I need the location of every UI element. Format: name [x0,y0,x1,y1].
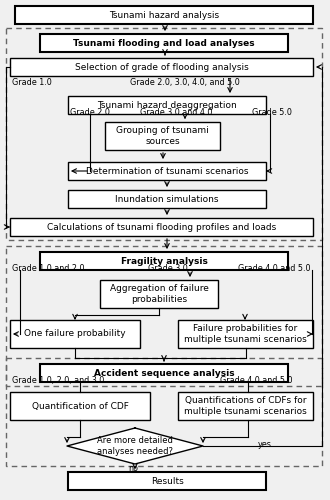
FancyBboxPatch shape [10,320,140,348]
Text: Accident sequence analysis: Accident sequence analysis [94,368,234,378]
Text: Aggregation of failure
probabilities: Aggregation of failure probabilities [110,284,209,304]
Text: Grade 2.0: Grade 2.0 [70,108,110,117]
Text: Are more detailed
analyses needed?: Are more detailed analyses needed? [97,436,173,456]
Text: Tsunami hazard analysis: Tsunami hazard analysis [109,10,219,20]
FancyBboxPatch shape [68,190,266,208]
FancyBboxPatch shape [178,320,313,348]
Text: Grade 4.0 and 5.0: Grade 4.0 and 5.0 [220,376,292,385]
Text: Inundation simulations: Inundation simulations [115,194,219,203]
FancyBboxPatch shape [10,58,313,76]
Text: One failure probability: One failure probability [24,330,126,338]
Text: Tsunami flooding and load analyses: Tsunami flooding and load analyses [73,38,255,48]
Text: Quantification of CDF: Quantification of CDF [32,402,128,410]
Text: Grade 5.0: Grade 5.0 [252,108,292,117]
FancyBboxPatch shape [100,280,218,308]
Text: Grade 3.0 and 4.0: Grade 3.0 and 4.0 [140,108,213,117]
FancyBboxPatch shape [10,218,313,236]
FancyBboxPatch shape [40,364,288,382]
Text: Grade 3.0: Grade 3.0 [148,264,188,273]
Text: Determination of tsunami scenarios: Determination of tsunami scenarios [86,166,248,175]
Text: Grade 4.0 and 5.0: Grade 4.0 and 5.0 [238,264,311,273]
FancyBboxPatch shape [68,472,266,490]
FancyBboxPatch shape [10,392,150,420]
Text: Quantifications of CDFs for
multiple tsunami scenarios: Quantifications of CDFs for multiple tsu… [184,396,307,415]
Text: Grade 2.0, 3.0, 4.0, and 5.0: Grade 2.0, 3.0, 4.0, and 5.0 [130,78,240,87]
Text: no: no [128,464,138,473]
Text: Failure probabilities for
multiple tsunami scenarios: Failure probabilities for multiple tsuna… [184,324,307,344]
Text: Grouping of tsunami
sources: Grouping of tsunami sources [116,126,209,146]
Text: Results: Results [150,476,183,486]
Text: Tsunami hazard deaggregation: Tsunami hazard deaggregation [97,100,237,110]
FancyBboxPatch shape [105,122,220,150]
Text: yes: yes [258,440,272,449]
FancyBboxPatch shape [40,34,288,52]
FancyBboxPatch shape [15,6,313,24]
Text: Grade 1.0: Grade 1.0 [12,78,52,87]
FancyBboxPatch shape [40,252,288,270]
FancyBboxPatch shape [68,162,266,180]
Polygon shape [67,428,203,464]
Text: Grade 1.0, 2.0, and 3.0: Grade 1.0, 2.0, and 3.0 [12,376,104,385]
Text: Selection of grade of flooding analysis: Selection of grade of flooding analysis [75,62,248,72]
Text: Calculations of tsunami flooding profiles and loads: Calculations of tsunami flooding profile… [47,222,276,232]
FancyBboxPatch shape [68,96,266,114]
FancyBboxPatch shape [178,392,313,420]
Text: Grade 1.0 and 2.0: Grade 1.0 and 2.0 [12,264,84,273]
Text: Fragility analysis: Fragility analysis [120,256,208,266]
